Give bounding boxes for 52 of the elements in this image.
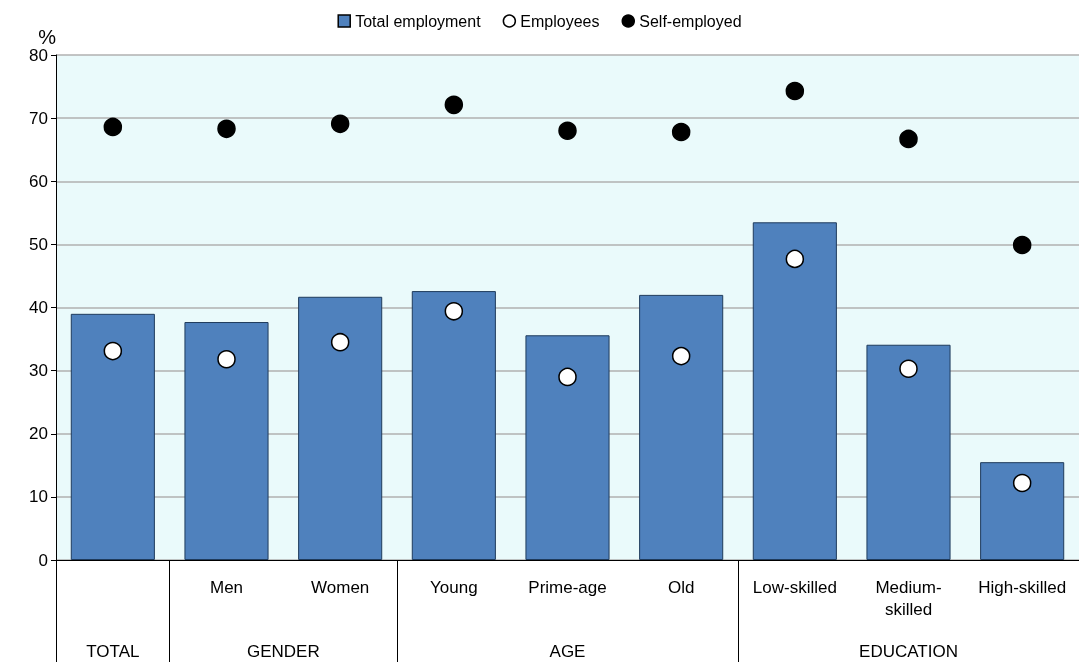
y-tick-label: 30 (29, 361, 48, 381)
y-tick-label: 20 (29, 424, 48, 444)
bar (298, 296, 383, 560)
point (103, 117, 123, 137)
text: EDUCATION (859, 642, 958, 661)
y-tick-label: 10 (29, 487, 48, 507)
point (671, 346, 691, 366)
point (444, 95, 464, 115)
y-tick-label: 40 (29, 298, 48, 317)
point (899, 129, 918, 149)
bar (70, 313, 155, 560)
x-tick-label: Prime-age (528, 577, 607, 597)
y-tick-label: 50 (29, 234, 48, 254)
point (558, 121, 577, 140)
legend-label: Total employment (355, 12, 482, 30)
y-axis-title: % (38, 25, 57, 48)
point (785, 81, 805, 101)
bar (752, 222, 837, 560)
bar (866, 344, 951, 560)
legend-label: Self-employed (639, 12, 742, 30)
point (785, 249, 805, 269)
point (444, 302, 464, 321)
text: TOTAL (86, 642, 140, 661)
y-tick-label: 60 (29, 171, 48, 191)
x-tick-label: Young (430, 577, 478, 597)
x-tick-label: High-skilled (978, 577, 1067, 597)
bar (411, 291, 496, 560)
point (103, 341, 123, 361)
point (899, 359, 918, 378)
point (1012, 473, 1032, 493)
x-tick-label: Men (209, 577, 244, 597)
x-tick-label: Low-skilled (752, 577, 837, 597)
text: AGE (549, 642, 586, 661)
point (217, 350, 236, 369)
x-tick-label: Old (667, 577, 695, 597)
y-tick-label: 70 (29, 108, 48, 128)
x-tick-label: Medium- skilled (875, 577, 942, 619)
point (217, 119, 236, 139)
bar (525, 335, 610, 560)
x-tick-label: Women (311, 577, 370, 597)
legend-label: Employees (520, 12, 600, 30)
bar (184, 322, 269, 560)
point (330, 332, 350, 352)
text: GENDER (246, 642, 320, 661)
y-tick-label: 0 (38, 550, 48, 570)
bar (639, 294, 724, 560)
point (558, 367, 577, 387)
point (671, 122, 691, 142)
point (330, 114, 350, 134)
y-tick-label: 80 (29, 45, 48, 65)
point (1012, 235, 1032, 255)
bar (980, 462, 1065, 560)
